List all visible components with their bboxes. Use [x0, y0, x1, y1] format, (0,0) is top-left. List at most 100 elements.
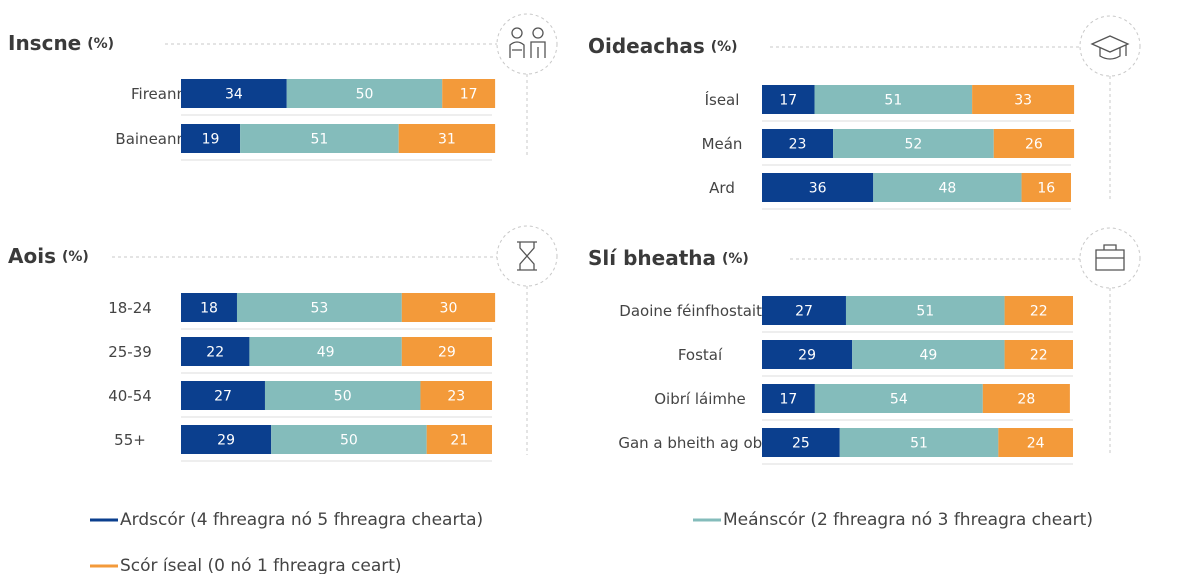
- category-label: Fostaí: [678, 346, 723, 364]
- segment-label: 24: [1027, 436, 1045, 452]
- segment-label: 28: [1017, 392, 1035, 408]
- bar-segment: [236, 293, 402, 322]
- segment-label: 50: [334, 389, 352, 405]
- category-label: 18-24: [108, 299, 152, 317]
- segment-label: 17: [779, 93, 797, 109]
- bar-segment: [420, 381, 492, 410]
- bar-segment: [998, 428, 1073, 457]
- bar-segment: [762, 340, 853, 369]
- panel-title: Aois (%): [8, 244, 89, 268]
- bar-segment: [181, 425, 272, 454]
- segment-label: 16: [1037, 181, 1055, 197]
- title-text: Slí bheatha: [588, 246, 716, 270]
- category-label: Fireann: [131, 85, 186, 103]
- panel: Aois (%) 18-24 18 53 30 25-39 22 49 29 40-54 27 50 23…: [8, 244, 496, 462]
- title-text: Inscne: [8, 31, 81, 55]
- segment-label: 53: [310, 301, 328, 317]
- panel-title: Inscne (%): [8, 31, 114, 55]
- segment-label: 51: [310, 132, 328, 148]
- category-label: Ard: [709, 179, 735, 197]
- segment-label: 51: [910, 436, 928, 452]
- bar-segment: [762, 173, 874, 202]
- legend-label: Ardscór (4 fhreagra nó 5 fhreagra cheart…: [120, 510, 483, 530]
- bar-segment: [181, 337, 250, 366]
- category-label: Oibrí láimhe: [654, 390, 745, 408]
- title-text: Oideachas: [588, 34, 705, 58]
- title-unit: (%): [87, 36, 114, 52]
- title-text: Aois: [8, 244, 56, 268]
- category-label: Meán: [702, 135, 743, 153]
- segment-label: 19: [202, 132, 220, 148]
- bar-segment: [852, 340, 1005, 369]
- segment-label: 36: [809, 181, 827, 197]
- panel-title: Oideachas (%): [588, 34, 738, 58]
- segment-label: 31: [438, 132, 456, 148]
- bar-segment: [1004, 296, 1073, 325]
- bar-segment: [1021, 173, 1071, 202]
- bar-segment: [181, 79, 287, 108]
- bar-segment: [762, 296, 846, 325]
- title-unit: (%): [722, 251, 749, 267]
- bar-segment: [401, 293, 496, 322]
- segment-label: 54: [890, 392, 908, 408]
- bar-segment: [762, 428, 840, 457]
- category-label: Íseal: [705, 90, 740, 109]
- bar-segment: [762, 129, 834, 158]
- segment-label: 27: [795, 304, 813, 320]
- bar-segment: [286, 79, 443, 108]
- segment-label: 51: [916, 304, 934, 320]
- bar-segment: [398, 124, 496, 153]
- bar-segment: [249, 337, 402, 366]
- category-label: 25-39: [108, 343, 152, 361]
- bar-segment: [814, 384, 983, 413]
- segment-label: 50: [340, 433, 358, 449]
- segment-label: 22: [1030, 348, 1048, 364]
- bar-segment: [181, 124, 241, 153]
- bar-segment: [762, 85, 815, 114]
- bar-segment: [833, 129, 994, 158]
- title-unit: (%): [711, 39, 738, 55]
- bar-segment: [442, 79, 496, 108]
- segment-label: 22: [206, 345, 224, 361]
- segment-label: 17: [460, 87, 478, 103]
- bar-segment: [993, 129, 1075, 158]
- segment-label: 25: [792, 436, 810, 452]
- segment-label: 34: [225, 87, 243, 103]
- category-label: Daoine féinfhostaithe: [619, 302, 780, 320]
- bar-segment: [426, 425, 492, 454]
- bar-segment: [814, 85, 973, 114]
- segment-label: 27: [214, 389, 232, 405]
- bar-segment: [762, 384, 815, 413]
- bar-segment: [1004, 340, 1073, 369]
- panel: Oideachas (%) Íseal 17 51 33 Meán 23 52 26 Ard 36 48…: [588, 34, 1075, 210]
- segment-label: 29: [798, 348, 816, 364]
- title-unit: (%): [62, 249, 89, 265]
- legend-label: Meánscór (2 fhreagra nó 3 fhreagra chear…: [723, 510, 1093, 530]
- segment-label: 26: [1025, 137, 1043, 153]
- segment-label: 29: [217, 433, 235, 449]
- bar-segment: [845, 296, 1005, 325]
- bar-segment: [181, 293, 237, 322]
- segment-label: 23: [789, 137, 807, 153]
- bar-segment: [982, 384, 1070, 413]
- category-label: 40-54: [108, 387, 152, 405]
- panel: Slí bheatha (%) Daoine féinfhostaithe 27 51 2…: [588, 246, 1073, 465]
- bar-segment: [972, 85, 1075, 114]
- bar-segment: [181, 381, 265, 410]
- segment-label: 49: [919, 348, 937, 364]
- segment-label: 21: [450, 433, 468, 449]
- segment-label: 29: [438, 345, 456, 361]
- segment-label: 22: [1030, 304, 1048, 320]
- segment-label: 23: [447, 389, 465, 405]
- segment-label: 49: [317, 345, 335, 361]
- bar-segment: [240, 124, 399, 153]
- legend-label: Scór íseal (0 nó 1 fhreagra ceart): [120, 556, 402, 574]
- segment-label: 48: [938, 181, 956, 197]
- category-label: Baineann: [115, 130, 186, 148]
- category-label: 55+: [114, 431, 146, 449]
- decorations: [112, 13, 1141, 455]
- segment-label: 17: [780, 392, 798, 408]
- segment-label: 52: [904, 137, 922, 153]
- segment-label: 50: [356, 87, 374, 103]
